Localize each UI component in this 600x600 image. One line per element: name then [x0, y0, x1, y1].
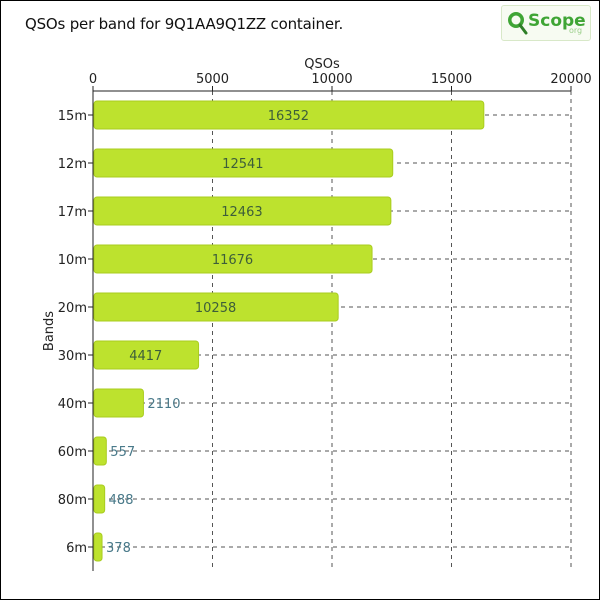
bar [93, 244, 373, 274]
bar [93, 388, 144, 418]
y-tick-label: 20m [58, 301, 87, 316]
bar [93, 196, 392, 226]
y-tick-label: 17m [58, 205, 87, 220]
logo-text: Scope [528, 11, 586, 31]
magnifier-q-icon [508, 12, 528, 35]
y-tick-label: 30m [58, 349, 87, 364]
y-axis-title: Bands [42, 311, 57, 351]
bar [93, 148, 394, 178]
bar-value-label: 10258 [195, 301, 236, 316]
bar [93, 436, 107, 466]
y-tick-label: 10m [58, 253, 87, 268]
bar [93, 100, 485, 130]
x-tick-label: 0 [89, 72, 97, 87]
x-axis-title: QSOs [304, 57, 340, 72]
bar-value-label: 2110 [147, 397, 180, 412]
x-tick-label: 20000 [550, 72, 591, 87]
axes: QSOs Bands 0 5000 10000 15000 20000 15m 12m 17m… [42, 57, 592, 571]
bar-value-label: 378 [106, 541, 131, 556]
y-tick-label: 6m [66, 541, 87, 556]
bar-value-label: 4417 [129, 349, 162, 364]
y-tick-label: 12m [58, 157, 87, 172]
bar-value-label: 488 [109, 493, 134, 508]
bar-value-label: 12541 [222, 157, 263, 172]
y-tick-label: 40m [58, 397, 87, 412]
bar [93, 340, 200, 370]
y-tick-label: 60m [58, 445, 87, 460]
bar [93, 292, 339, 322]
x-tick-label: 15000 [431, 72, 472, 87]
bar-value-label: 11676 [212, 253, 253, 268]
y-tick-label: 15m [58, 109, 87, 124]
bar-value-label: 12463 [221, 205, 262, 220]
bar-value-label: 557 [110, 445, 135, 460]
bar-value-label: 16352 [268, 109, 309, 124]
x-tick-label: 5000 [196, 72, 229, 87]
bar [93, 532, 103, 562]
bars: 16352 12541 12463 11676 10258 4417 2110 557 488 3… [93, 100, 485, 562]
y-tick-label: 80m [58, 493, 87, 508]
qscope-logo: Scope org [501, 5, 591, 41]
bar [93, 484, 106, 514]
logo-suffix: org [569, 26, 583, 35]
chart-title: QSOs per band for 9Q1AA9Q1ZZ container. [25, 15, 344, 33]
x-tick-label: 10000 [311, 72, 352, 87]
